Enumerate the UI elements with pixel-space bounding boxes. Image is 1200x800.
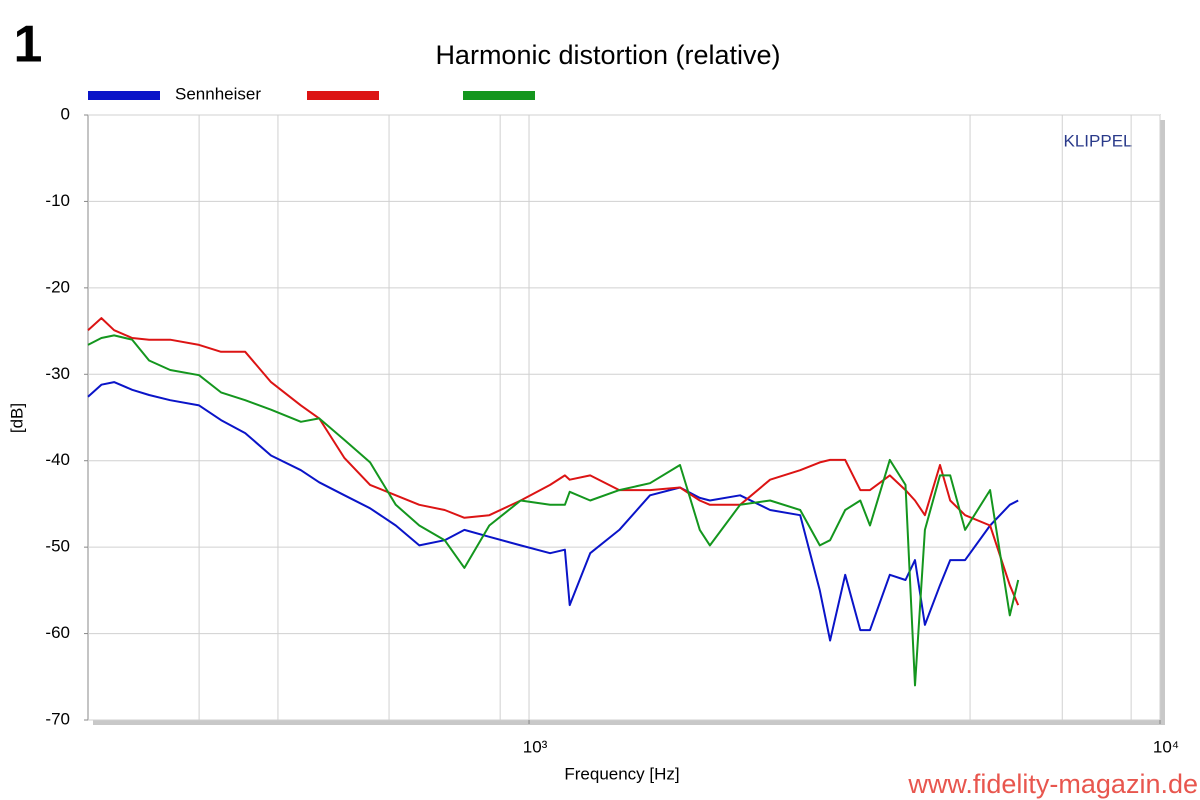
- series-line: [87, 334, 1020, 687]
- plot-area: [87, 114, 1161, 721]
- y-tick-label: -10: [45, 191, 70, 210]
- y-tick-label: -30: [45, 364, 70, 383]
- legend-swatch: [463, 91, 535, 100]
- x-tick-label: 10⁴: [1153, 737, 1179, 756]
- chart-title: Harmonic distortion (relative): [435, 40, 780, 70]
- y-axis-label: [dB]: [7, 403, 26, 433]
- y-tick-label: -70: [45, 709, 70, 728]
- legend-swatch: [307, 91, 379, 100]
- y-tick-label: 0: [61, 104, 70, 123]
- series-line: [87, 317, 1020, 606]
- y-tick-label: -40: [45, 450, 70, 469]
- y-tick-label: -60: [45, 623, 70, 642]
- legend-label: Sennheiser: [175, 84, 261, 103]
- y-tick-label: -20: [45, 277, 70, 296]
- figure-number: 1: [14, 16, 43, 74]
- watermark: www.fidelity-magazin.de: [907, 769, 1198, 799]
- x-axis-label: Frequency [Hz]: [564, 764, 679, 783]
- series-line: [87, 381, 1019, 642]
- x-tick-label: 10³: [523, 737, 548, 756]
- y-tick-label: -50: [45, 537, 70, 556]
- legend-swatch: [88, 91, 160, 100]
- brand: KLIPPEL: [1064, 131, 1133, 150]
